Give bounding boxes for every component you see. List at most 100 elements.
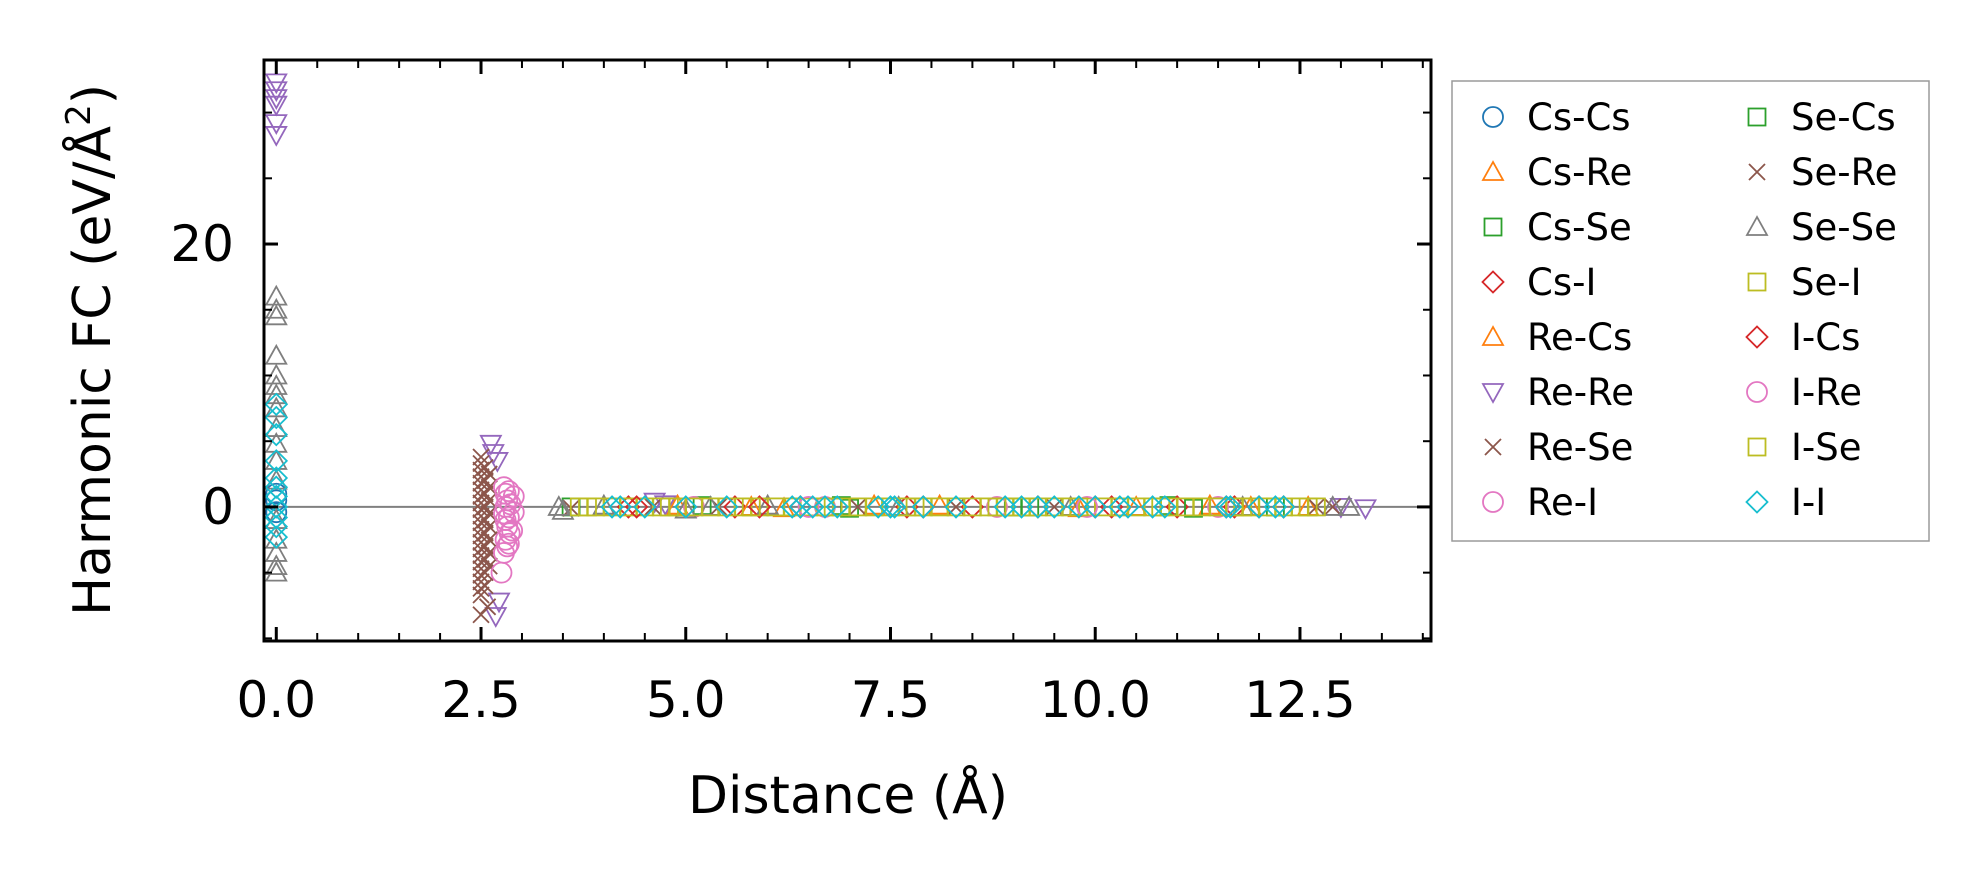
data-point: [472, 448, 490, 466]
legend-label: Cs-Se: [1527, 206, 1632, 249]
data-point: [484, 607, 508, 628]
data-point: [673, 495, 698, 519]
legend-entry-i-se: I-Se: [1747, 426, 1862, 469]
data-point: [497, 532, 520, 555]
legend-entry-re-i: Re-I: [1482, 481, 1598, 524]
legend-entry-se-i: Se-I: [1747, 261, 1862, 304]
data-point: [264, 89, 288, 110]
data-point: [928, 493, 952, 515]
x-tick-label: 0.0: [237, 671, 317, 729]
plot-frame: [262, 58, 1433, 643]
data-point: [472, 461, 490, 479]
legend-marker: [1481, 325, 1505, 346]
x-tick-label: 2.5: [441, 671, 521, 729]
data-point: [1298, 497, 1318, 517]
data-point: [264, 81, 288, 103]
legend-marker: [1483, 217, 1503, 237]
data-point: [264, 525, 289, 549]
data-point: [878, 495, 903, 519]
y-axis-label: Harmonic FC (eV/Å2): [59, 84, 123, 616]
data-point: [882, 495, 907, 519]
y-tick-label: 20: [170, 215, 234, 273]
data-point: [1009, 495, 1034, 519]
data-point: [1042, 495, 1067, 519]
data-point: [480, 491, 498, 509]
data-point: [1076, 496, 1098, 518]
legend-label: Re-I: [1527, 481, 1598, 524]
legend-marker: [1481, 383, 1505, 404]
data-point: [849, 498, 867, 516]
data-point: [1271, 495, 1296, 519]
legend-frame: [1451, 80, 1930, 542]
data-point: [1214, 495, 1239, 519]
data-point: [476, 577, 494, 595]
data-point: [1153, 495, 1177, 519]
legend-marker: [1481, 270, 1505, 294]
data-point: [501, 519, 524, 542]
series-re-re: [264, 73, 1378, 628]
data-point: [480, 518, 498, 536]
data-point: [264, 304, 288, 326]
data-point: [497, 506, 520, 529]
data-point: [478, 598, 497, 616]
legend-label: Cs-Cs: [1527, 96, 1631, 139]
data-point: [1233, 497, 1253, 517]
data-point: [497, 480, 520, 503]
x-tick-label: 10.0: [1040, 671, 1151, 729]
data-point: [1140, 495, 1165, 519]
y-tick-label: 0: [202, 478, 234, 536]
legend-marker: [1482, 491, 1504, 513]
legend-label: Cs-I: [1527, 261, 1596, 304]
data-point: [1337, 495, 1361, 516]
data-point: [866, 495, 890, 519]
legend: Cs-Cs Cs-Re Cs-Se Cs-I Re-Cs Re-Re Re-Se Re-I Se…: [1451, 80, 1930, 542]
legend-entry-re-cs: Re-Cs: [1481, 316, 1632, 359]
data-point: [264, 554, 288, 575]
data-point: [993, 495, 1017, 519]
data-point: [825, 495, 850, 519]
data-point: [551, 499, 575, 520]
legend-label: I-Re: [1791, 371, 1862, 414]
data-point: [1218, 495, 1243, 519]
data-point: [747, 495, 772, 519]
legend-entry-cs-cs: Cs-Cs: [1482, 96, 1631, 139]
data-point: [1116, 495, 1140, 519]
data-point: [633, 495, 657, 519]
data-point: [578, 497, 597, 517]
data-point: [264, 73, 288, 95]
data-point: [600, 495, 624, 519]
legend-marker: [1747, 272, 1767, 292]
legend-marker: [1482, 106, 1504, 128]
legend-marker: [1481, 160, 1505, 181]
data-point: [480, 531, 498, 549]
data-point: [264, 514, 289, 539]
data-point: [741, 497, 761, 517]
legend-entry-se-cs: Se-Cs: [1747, 96, 1896, 139]
data-point: [264, 449, 289, 473]
data-point: [1321, 495, 1345, 516]
data-point: [472, 579, 490, 598]
data-point: [780, 495, 804, 519]
data-point: [1067, 495, 1091, 519]
data-point: [265, 501, 288, 524]
data-point: [1026, 495, 1050, 519]
legend-entry-re-re: Re-Re: [1481, 371, 1634, 414]
legend-marker: [1745, 325, 1769, 349]
series-i-re: [497, 480, 1098, 555]
data-point: [944, 495, 968, 519]
legend-label: Se-I: [1791, 261, 1862, 304]
legend-label: Cs-Re: [1527, 151, 1632, 194]
legend-label: Se-Se: [1791, 206, 1897, 249]
data-point: [480, 465, 498, 483]
data-point: [480, 557, 498, 575]
legend-label: I-Se: [1791, 426, 1862, 469]
legend-entry-re-se: Re-Se: [1484, 426, 1633, 469]
data-point: [264, 383, 288, 405]
data-point: [987, 497, 1007, 517]
data-point: [1263, 495, 1288, 519]
legend-label: Se-Re: [1791, 151, 1897, 194]
data-point: [1207, 496, 1229, 518]
data-point: [264, 405, 289, 430]
data-point: [1099, 495, 1124, 519]
data-point: [264, 475, 289, 499]
